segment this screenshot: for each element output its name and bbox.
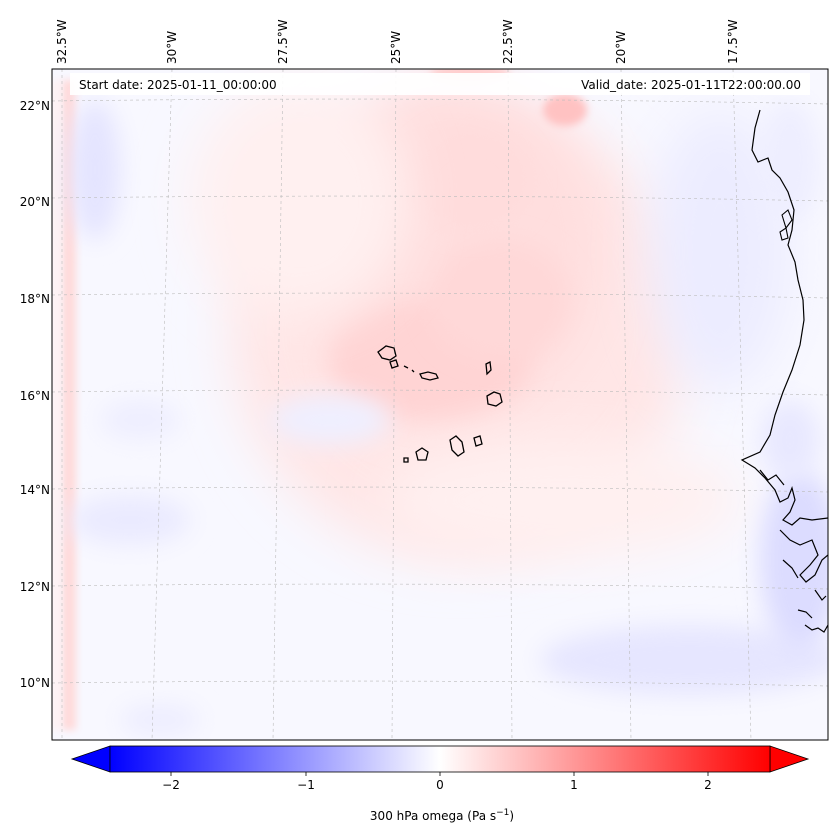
- colorbar-label-suffix: ): [509, 809, 515, 823]
- lat-label-12n: 12°N: [19, 580, 50, 594]
- valid-date-label: Valid_date: 2025-01-11T22:00:00.00: [581, 78, 801, 92]
- lat-label-22n: 22°N: [19, 99, 50, 113]
- lon-label-17-5w: 17.5°W: [726, 19, 740, 64]
- coastline: [740, 109, 828, 633]
- lat-label-14n: 14°N: [19, 483, 50, 497]
- colorbar-tick-label: 0: [436, 778, 444, 792]
- colorbar-tick-label: −2: [162, 778, 180, 792]
- colorbar-label: 300 hPa omega (Pa s−1): [0, 808, 837, 823]
- lat-label-10n: 10°N: [19, 676, 50, 690]
- colorbar-label-text: 300 hPa omega (Pa s: [369, 809, 497, 823]
- colorbar: [70, 745, 810, 776]
- colorbar-tick-label: 2: [704, 778, 712, 792]
- lon-label-20w: 20°W: [614, 30, 628, 64]
- start-date-label: Start date: 2025-01-11_00:00:00: [79, 78, 277, 92]
- map-frame: [51, 68, 829, 741]
- colorbar-label-superscript: −1: [496, 808, 510, 818]
- lat-label-18n: 18°N: [19, 292, 50, 306]
- lon-label-30w: 30°W: [165, 30, 179, 64]
- colorbar-tick-label: −1: [297, 778, 315, 792]
- date-header-box: [70, 73, 810, 95]
- lon-label-32-5w: 32.5°W: [55, 19, 69, 64]
- lon-label-25w: 25°W: [389, 30, 403, 64]
- lon-label-22-5w: 22.5°W: [501, 19, 515, 64]
- lon-label-27-5w: 27.5°W: [276, 19, 290, 64]
- omega-field: [52, 69, 828, 740]
- cape-verde-islands: [377, 345, 503, 463]
- colorbar-tick-label: 1: [570, 778, 578, 792]
- lat-label-20n: 20°N: [19, 195, 50, 209]
- lat-label-16n: 16°N: [19, 389, 50, 403]
